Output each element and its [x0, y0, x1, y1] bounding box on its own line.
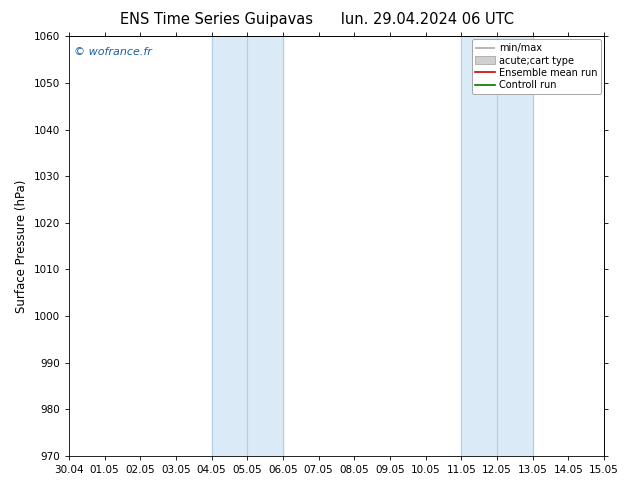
Text: ENS Time Series Guipavas      lun. 29.04.2024 06 UTC: ENS Time Series Guipavas lun. 29.04.2024…	[120, 12, 514, 27]
Bar	[212, 36, 283, 456]
Legend: min/max, acute;cart type, Ensemble mean run, Controll run: min/max, acute;cart type, Ensemble mean …	[472, 39, 601, 94]
Text: © wofrance.fr: © wofrance.fr	[74, 47, 152, 57]
Bar	[462, 36, 533, 456]
Y-axis label: Surface Pressure (hPa): Surface Pressure (hPa)	[15, 179, 28, 313]
